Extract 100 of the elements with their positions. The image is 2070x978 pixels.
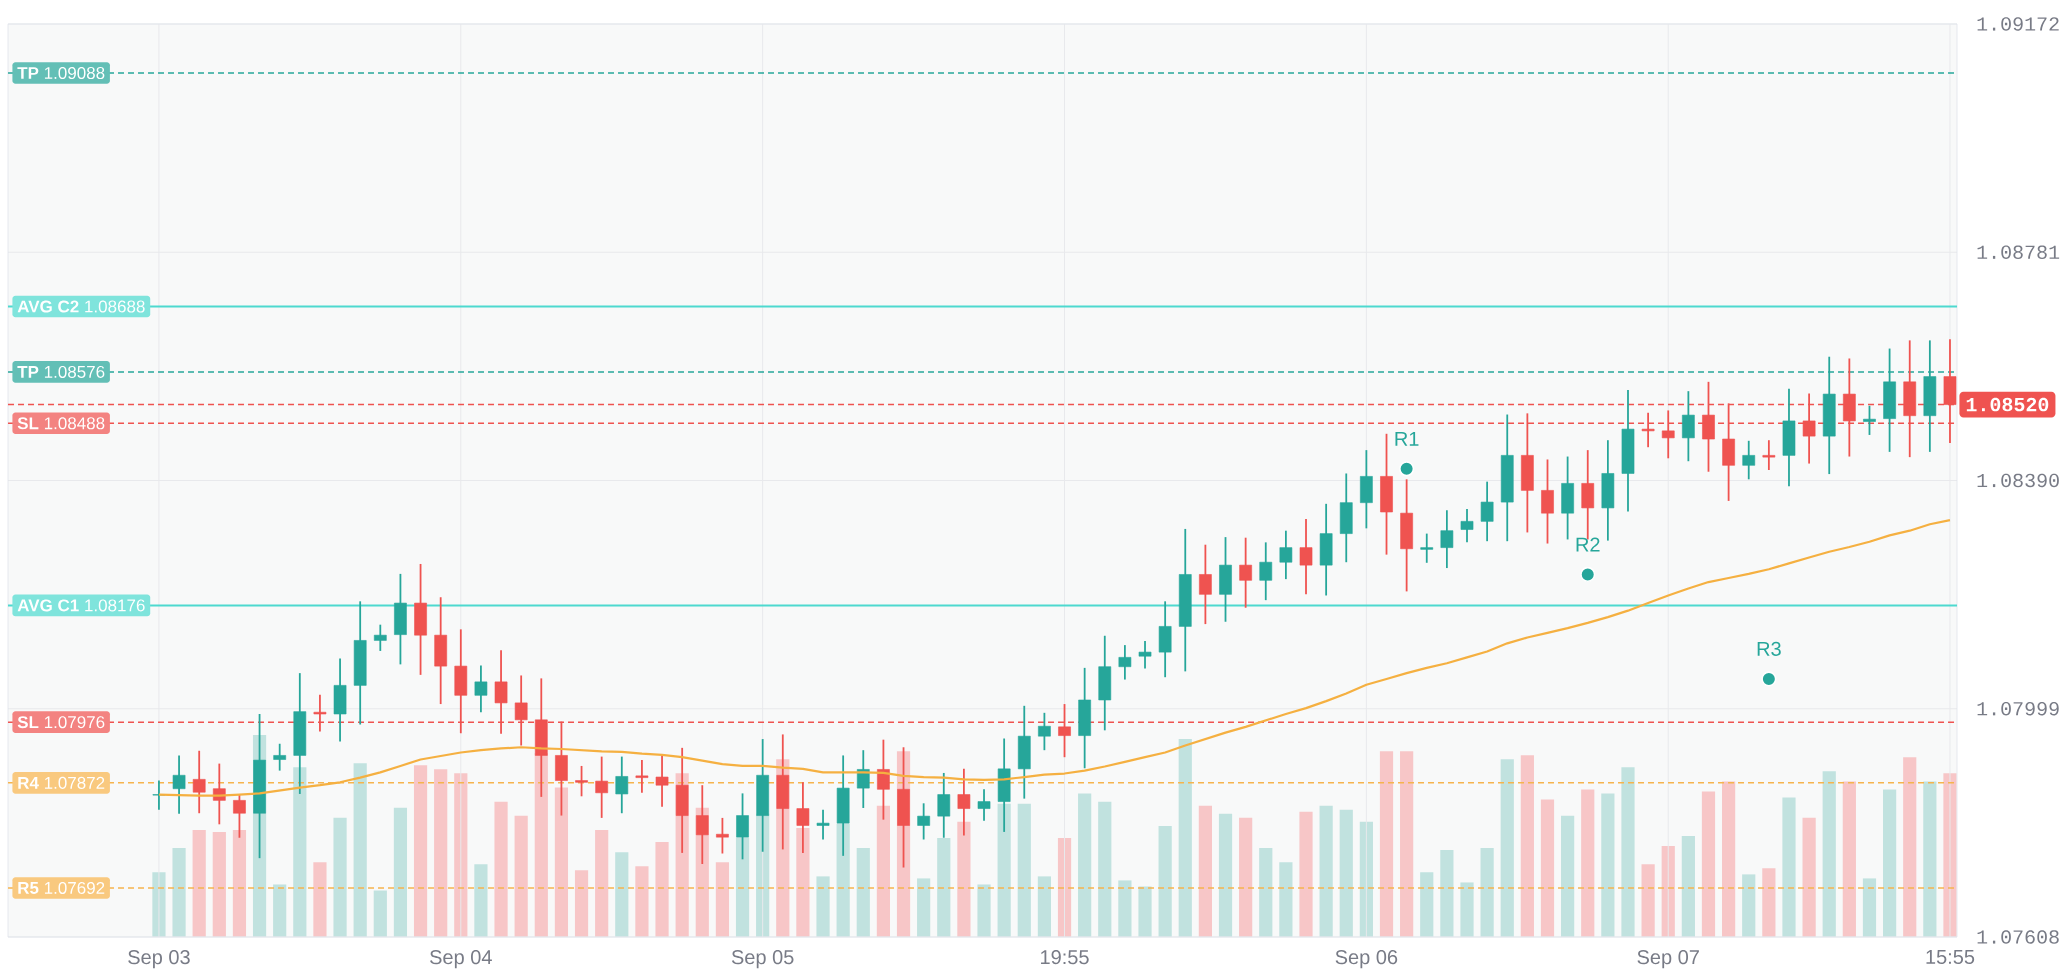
y-tick-label: 1.07999 [1977,701,2059,716]
candlestick [1541,458,1554,545]
bar [1178,739,1192,937]
ref-line-label: TP 1.08576 [17,365,105,378]
bar [1520,755,1534,937]
bar [655,842,669,937]
ref-line-label: SL 1.08488 [17,417,105,430]
bar [917,878,931,937]
bar [373,890,387,937]
bar [1681,835,1695,937]
bar [514,815,528,937]
bar [1883,789,1897,937]
bar [1198,805,1212,937]
candlestick [1762,439,1776,471]
candlestick [615,755,629,815]
bar [595,829,609,937]
candlestick [1420,532,1434,564]
bar [635,866,649,937]
point [1580,566,1596,583]
candlestick [575,765,588,798]
series-label: R1 [1395,431,1419,446]
bar [1339,809,1353,937]
bar [232,829,247,937]
bar [1802,817,1816,937]
candlestick [917,802,930,841]
bar [273,884,287,937]
x-tick-label: 19:55 [1041,950,1089,965]
bar [1259,848,1273,937]
bar [172,848,186,937]
bar [293,767,307,937]
x-tick-label: Sep 04 [430,950,492,969]
candlestick [1863,404,1876,436]
bar [1218,813,1233,937]
candlestick [1460,508,1474,544]
x-tick-label: Sep 05 [731,950,794,969]
bar [1098,801,1112,937]
bar [1722,781,1736,937]
bar [474,864,488,937]
candlestick [937,772,951,839]
candlestick [856,749,870,809]
point [1399,461,1415,477]
candlestick [595,755,609,819]
bar [1158,825,1172,937]
bar [876,805,891,937]
bar [1239,817,1253,937]
point [1761,671,1777,687]
bar [1581,789,1595,937]
ref-line-label: TP 1.09088 [17,67,105,80]
candlestick [373,623,387,652]
bar [1621,767,1635,937]
bar [1037,876,1051,937]
candlestick [172,754,186,815]
bar [192,829,206,937]
bar [1862,878,1877,937]
bar [1923,781,1937,937]
bar [1601,793,1615,937]
candlestick [1038,711,1051,752]
bar [413,765,428,937]
y-tick-label: 1.08390 [1977,473,2059,488]
bar [574,870,589,937]
bar [1078,793,1092,937]
bar [313,862,327,937]
bar [333,817,347,937]
bar [1782,797,1796,937]
bar [1742,874,1756,937]
y-tick-label: 1.08781 [1977,245,2060,260]
bar [937,838,951,937]
bar [1440,850,1454,937]
bar [1903,757,1917,937]
candlestick [1682,390,1695,463]
bar [1561,815,1575,937]
candlestick [273,742,287,772]
bar [1420,872,1434,937]
candlestick [1480,480,1494,543]
bar [1319,805,1333,937]
bar [1701,791,1716,937]
candlestick [1239,536,1252,609]
candlestick [655,754,669,808]
candlestick [977,788,991,822]
bar [434,769,448,937]
candlestick [192,749,206,815]
bar [977,884,991,937]
candlestick [1259,541,1273,602]
bar [1118,880,1132,937]
candlestick [1138,640,1152,670]
x-tick-label: Sep 06 [1335,950,1398,969]
bar [816,876,830,937]
bar [1822,771,1836,937]
candlestick [635,759,649,794]
x-tick-label: Sep 07 [1637,950,1699,969]
candlestick [716,817,729,855]
ref-line-label: AVG C1 1.08176 [17,599,145,612]
ref-line-label: R4 1.07872 [18,776,105,789]
bar [1500,759,1514,937]
bar [1400,751,1414,937]
bar [615,852,629,937]
bar [494,801,508,937]
bar [353,763,367,937]
candlestick [1199,543,1212,625]
ref-line-label: 1.08520 [1966,397,2049,412]
